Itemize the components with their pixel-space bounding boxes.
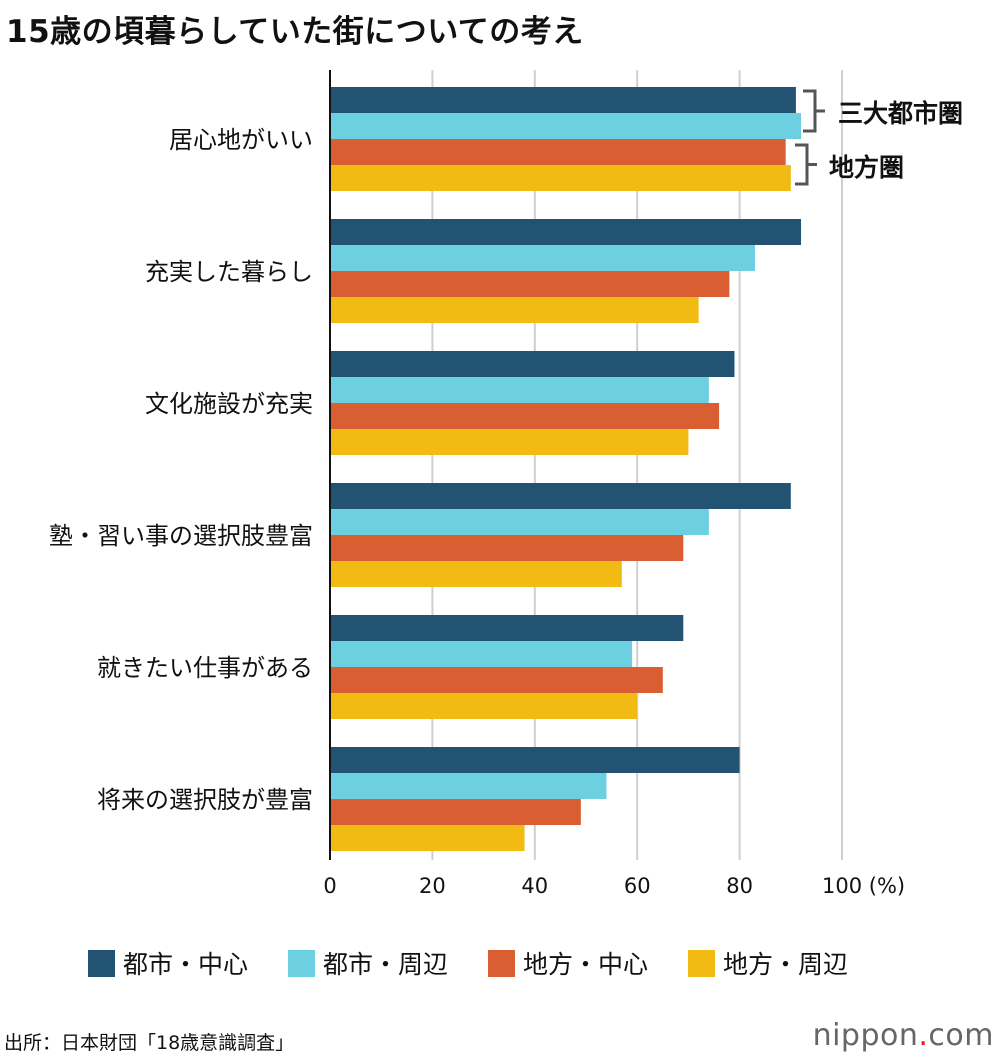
nippon-logo: nippon.com — [813, 1018, 994, 1053]
category-label: 塾・習い事の選択肢豊富 — [49, 522, 313, 550]
logo-main: nippon — [812, 1018, 919, 1053]
bar-2-4 — [330, 667, 663, 693]
legend: 都市・中心 都市・周辺 地方・中心 地方・周辺 — [88, 945, 848, 981]
legend-label: 都市・周辺 — [323, 950, 449, 979]
legend-item: 地方・中心 — [488, 945, 648, 981]
bar-0-5 — [330, 747, 740, 773]
bar-2-1 — [330, 271, 730, 297]
x-tick-label: 100 (%) — [822, 874, 905, 898]
bar-3-4 — [330, 693, 638, 719]
bar-3-5 — [330, 825, 525, 851]
bar-3-2 — [330, 429, 689, 455]
bar-1-1 — [330, 245, 755, 271]
bar-0-3 — [330, 483, 791, 509]
bar-1-5 — [330, 773, 607, 799]
x-tick-label: 60 — [624, 874, 651, 898]
bar-2-2 — [330, 403, 720, 429]
x-tick-label: 20 — [419, 874, 446, 898]
bar-1-2 — [330, 377, 709, 403]
legend-label: 都市・中心 — [123, 950, 249, 979]
bar-0-1 — [330, 219, 802, 245]
annotation-metro: 三大都市圏 — [838, 99, 963, 128]
legend-label: 地方・中心 — [523, 950, 649, 979]
bar-3-0 — [330, 165, 791, 191]
bracket-local — [795, 143, 817, 186]
category-label: 就きたい仕事がある — [97, 654, 313, 682]
bar-3-1 — [330, 297, 699, 323]
bar-2-3 — [330, 535, 684, 561]
bar-1-3 — [330, 509, 709, 535]
legend-label: 地方・周辺 — [723, 950, 849, 979]
legend-item: 都市・中心 — [88, 945, 248, 981]
source-note: 出所：日本財団「18歳意識調査」 — [4, 1032, 295, 1054]
bar-0-2 — [330, 351, 735, 377]
chart-title: 15歳の頃暮らしていた街についての考え — [6, 14, 584, 50]
legend-swatch — [88, 949, 115, 977]
logo-suffix: com — [928, 1018, 994, 1053]
category-label: 将来の選択肢が豊富 — [97, 786, 313, 814]
bar-3-3 — [330, 561, 622, 587]
category-label: 充実した暮らし — [145, 258, 313, 286]
bar-2-5 — [330, 799, 581, 825]
bar-1-4 — [330, 641, 633, 667]
legend-swatch — [688, 949, 716, 977]
annotation-local: 地方圏 — [829, 153, 904, 182]
bar-chart: 0 20 40 60 80 100 (%) 居心地がいい充実した暮らし文化施設が充実塾・習い… — [49, 70, 963, 898]
category-label: 文化施設が充実 — [145, 390, 313, 418]
x-tick-label: 40 — [521, 874, 548, 898]
x-tick-label: 80 — [726, 874, 753, 898]
x-tick-label: 0 — [323, 874, 336, 898]
legend-item: 都市・周辺 — [288, 945, 448, 981]
bar-1-0 — [330, 113, 802, 139]
bar-2-0 — [330, 139, 786, 165]
bar-0-4 — [330, 615, 684, 641]
bracket-metro — [803, 89, 825, 133]
legend-item: 地方・周辺 — [688, 945, 848, 981]
logo-dot: . — [918, 1018, 929, 1053]
bar-0-0 — [330, 87, 796, 113]
legend-swatch — [288, 949, 316, 977]
legend-swatch — [488, 949, 516, 977]
category-label: 居心地がいい — [169, 126, 313, 154]
